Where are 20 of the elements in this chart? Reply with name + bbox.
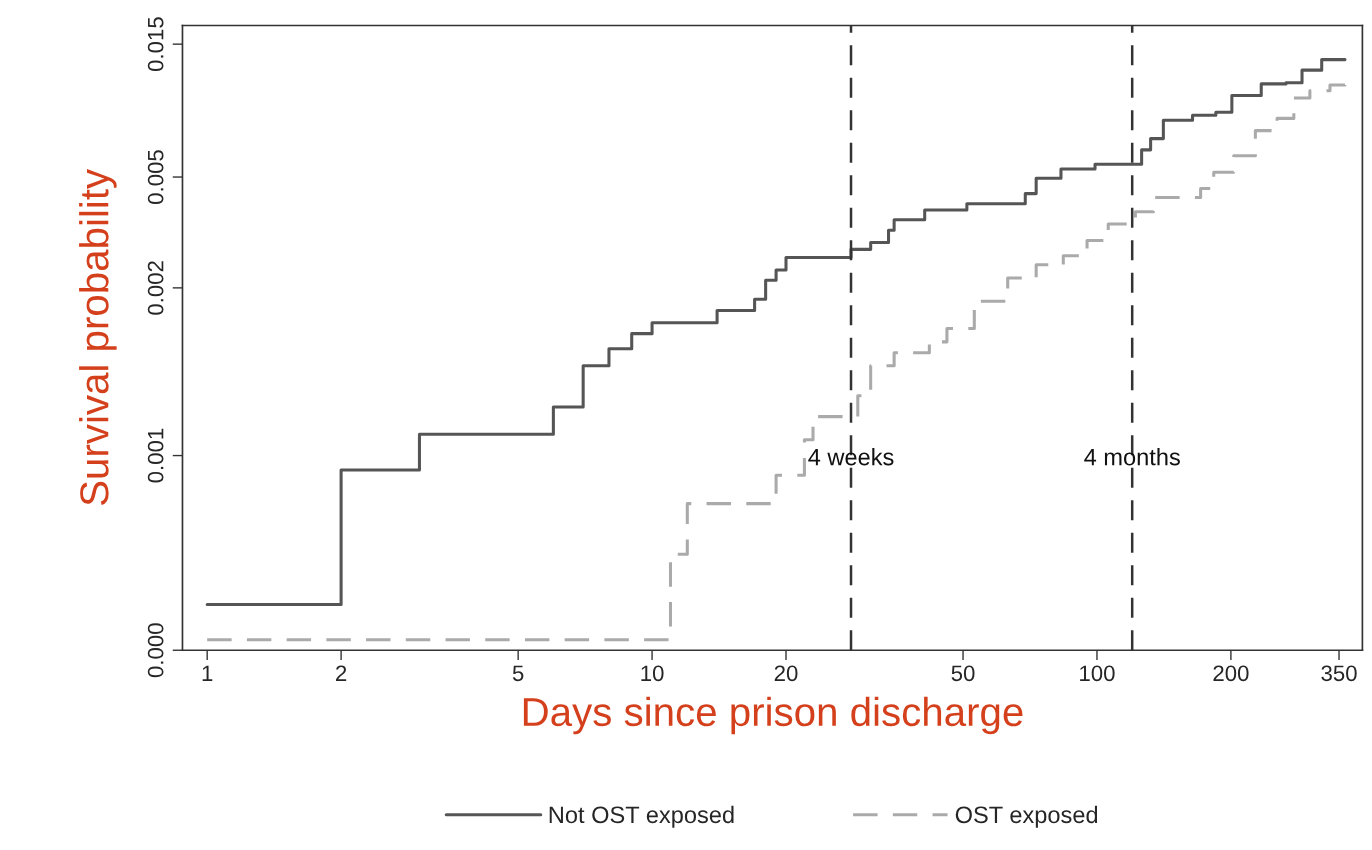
- x-tick-label: 1: [202, 665, 213, 681]
- legend-label: OST exposed: [955, 805, 1098, 828]
- x-axis-title: Days since prison discharge: [523, 696, 1023, 735]
- y-axis-title: Survival probability: [79, 168, 117, 506]
- x-tick-label: 20: [774, 665, 798, 682]
- y-tick-label: 0.000: [147, 623, 164, 678]
- y-tick-label: 0.005: [147, 150, 164, 204]
- x-tick-label: 350: [1321, 665, 1357, 682]
- x-tick-label: 10: [641, 665, 664, 682]
- y-tick-label: 0.015: [147, 17, 164, 72]
- x-tick-label: 50: [951, 665, 975, 682]
- x-tick-label: 100: [1080, 665, 1115, 682]
- x-tick-label: 5: [512, 665, 524, 682]
- y-tick-label: 0.002: [147, 261, 164, 315]
- ref-line-label: 4 months: [1084, 448, 1180, 466]
- ref-line-label: 4 weeks: [808, 448, 894, 466]
- y-tick-label: 0.001: [147, 428, 164, 483]
- x-tick-label: 200: [1213, 665, 1249, 682]
- legend-label: Not OST exposed: [549, 805, 734, 828]
- x-tick-label: 2: [336, 665, 347, 681]
